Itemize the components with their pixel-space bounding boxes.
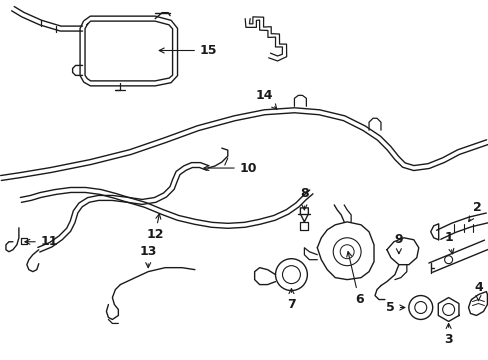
Text: 2: 2 (468, 201, 481, 221)
Text: 1: 1 (443, 231, 453, 254)
Text: 10: 10 (203, 162, 257, 175)
Text: 12: 12 (146, 214, 163, 241)
Text: 15: 15 (159, 44, 217, 57)
Text: 11: 11 (25, 235, 58, 248)
Text: 3: 3 (444, 324, 452, 346)
Text: 13: 13 (139, 245, 157, 267)
Text: 14: 14 (255, 89, 276, 109)
Text: 7: 7 (286, 289, 295, 311)
Text: 4: 4 (473, 281, 482, 301)
Text: 5: 5 (386, 301, 404, 314)
Text: 9: 9 (394, 233, 403, 254)
Text: 6: 6 (346, 252, 363, 306)
Text: 8: 8 (300, 188, 308, 210)
